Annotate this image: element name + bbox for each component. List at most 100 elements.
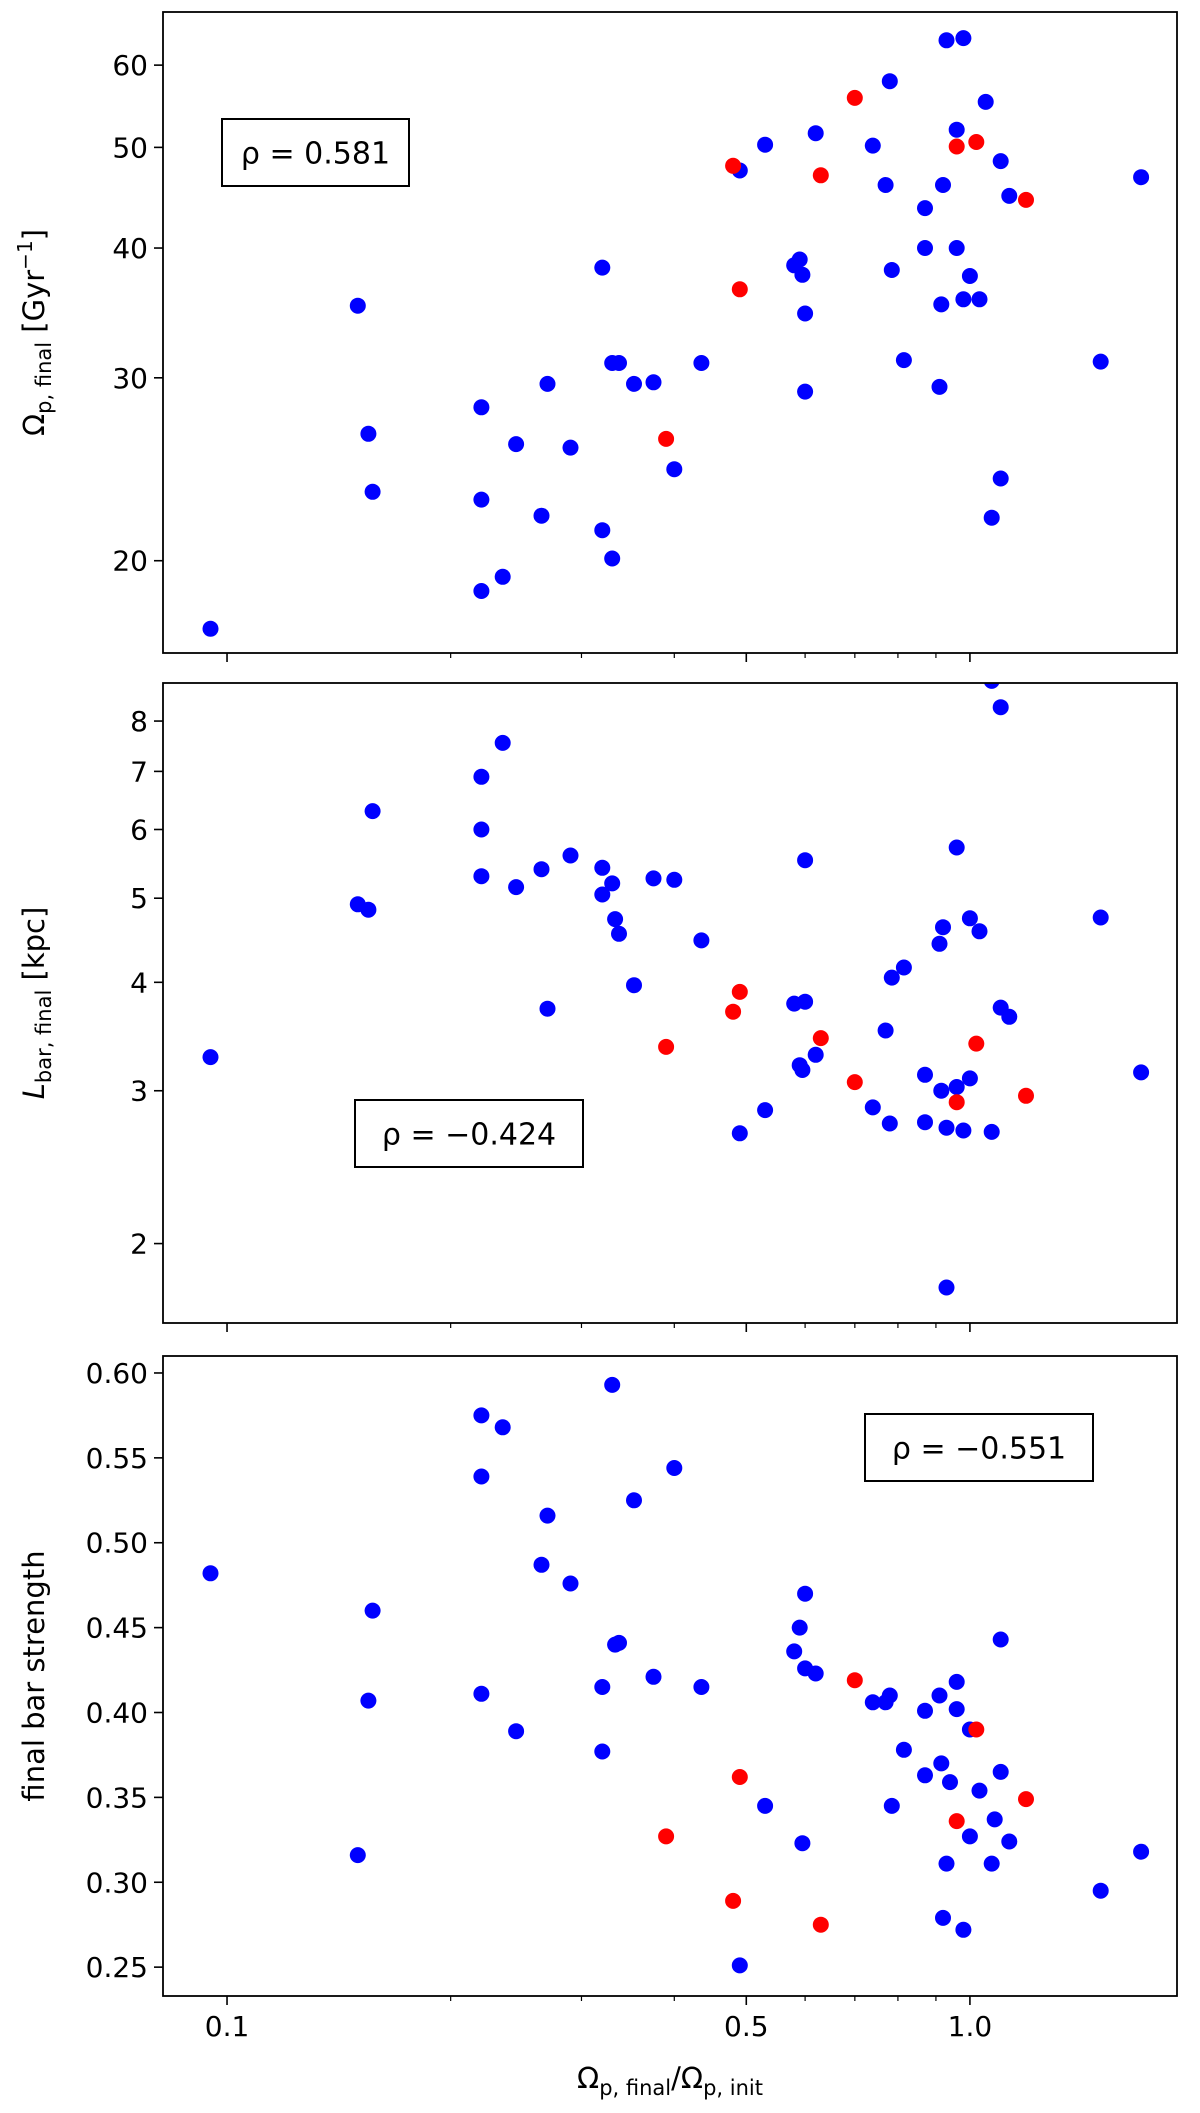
y-axis: 20 30 40 50 60 — [112, 49, 163, 578]
x-axis — [226, 653, 971, 662]
data-point-blue — [864, 1694, 881, 1711]
y-tick-label: 0.55 — [86, 1442, 148, 1475]
data-point-blue — [917, 1702, 933, 1719]
data-point-blue — [539, 1000, 556, 1017]
data-point-blue — [864, 1099, 881, 1116]
data-point-blue — [881, 73, 898, 90]
data-point-blue — [807, 125, 824, 142]
y-tick-label: 2 — [130, 1228, 148, 1261]
data-point-blue — [757, 136, 774, 153]
data-point-blue — [666, 871, 683, 888]
data-point-blue — [1133, 1843, 1150, 1860]
data-point-blue — [757, 1102, 774, 1119]
data-point-red — [846, 1672, 863, 1689]
data-point-blue — [360, 425, 377, 442]
data-point-blue — [562, 1575, 579, 1592]
data-point-blue — [539, 1507, 556, 1524]
data-point-blue — [786, 1643, 803, 1660]
data-point-blue — [731, 1957, 748, 1974]
y-tick-label: 4 — [130, 966, 148, 999]
data-point-red — [948, 1813, 965, 1830]
axes-frame — [162, 11, 1178, 654]
data-point-blue — [961, 1070, 978, 1087]
data-point-red — [846, 1074, 863, 1091]
data-point-blue — [935, 919, 951, 936]
data-point-blue — [693, 932, 710, 949]
correlation-annotation: ρ = −0.551 — [864, 1413, 1094, 1482]
scatter-points — [202, 30, 1150, 637]
data-point-blue — [917, 1066, 933, 1083]
data-point-red — [725, 157, 742, 174]
data-point-blue — [955, 1921, 972, 1938]
annotation-box — [864, 1413, 1094, 1482]
data-point-blue — [539, 375, 556, 392]
annotation-text: ρ = −0.551 — [892, 1432, 1066, 1467]
data-point-red — [968, 134, 985, 150]
x-axis — [226, 1323, 971, 1332]
data-point-red — [658, 1038, 675, 1055]
data-point-blue — [917, 1767, 933, 1784]
y-tick-label: 0.25 — [86, 1951, 148, 1984]
scatter-points — [202, 683, 1150, 1296]
data-point-blue — [473, 399, 490, 416]
data-point-blue — [938, 32, 955, 49]
data-point-blue — [562, 847, 579, 864]
y-tick-label: 20 — [112, 545, 148, 578]
data-point-red — [812, 167, 829, 184]
data-point-blue — [881, 1687, 898, 1704]
data-point-blue — [791, 1619, 808, 1636]
data-point-blue — [666, 461, 683, 478]
data-point-red — [731, 1769, 748, 1785]
data-point-blue — [797, 383, 814, 400]
data-point-red — [1018, 1087, 1034, 1104]
data-point-blue — [360, 1692, 377, 1709]
data-point-red — [1018, 191, 1034, 208]
data-point-blue — [883, 262, 900, 278]
data-point-blue — [645, 870, 662, 887]
data-point-blue — [473, 583, 490, 599]
data-point-blue — [1001, 1008, 1018, 1025]
data-point-blue — [895, 1741, 912, 1758]
data-point-blue — [931, 1687, 948, 1704]
data-point-blue — [983, 1855, 1000, 1872]
data-point-blue — [693, 1679, 710, 1695]
data-point-blue — [955, 291, 972, 308]
data-point-blue — [731, 1125, 748, 1142]
annotation-box — [221, 118, 410, 187]
annotation-text: ρ = −0.424 — [382, 1118, 556, 1153]
data-point-blue — [626, 375, 642, 392]
y-tick-label: 3 — [130, 1075, 148, 1108]
data-point-blue — [807, 1665, 824, 1682]
data-point-blue — [202, 620, 219, 637]
y-tick-label: 5 — [130, 882, 148, 915]
x-tick-label: 1.0 — [948, 2010, 993, 2043]
data-point-blue — [935, 1909, 951, 1926]
data-point-blue — [473, 1685, 490, 1702]
data-point-blue — [883, 1797, 900, 1814]
data-point-blue — [494, 734, 511, 751]
panel-top: 20 30 40 50 60 Ωp, final [Gyr−1] ρ = 0.581 — [13, 11, 1178, 662]
data-point-blue — [473, 1407, 490, 1424]
y-tick-label: 40 — [112, 232, 148, 265]
data-point-blue — [983, 1123, 1000, 1140]
data-point-blue — [942, 1774, 958, 1791]
x-axis: 0.1 0.5 1.0 — [205, 1996, 992, 2043]
data-point-red — [1018, 1791, 1034, 1808]
data-point-blue — [360, 901, 377, 918]
data-point-blue — [611, 1634, 627, 1651]
data-point-blue — [961, 268, 978, 284]
data-point-blue — [611, 355, 627, 371]
data-point-blue — [933, 296, 950, 313]
y-tick-label: 50 — [112, 131, 148, 164]
data-point-blue — [594, 1679, 611, 1695]
scatter-points — [202, 1376, 1150, 1974]
y-axis-label: Lbar, final [kpc] — [17, 907, 56, 1100]
data-point-blue — [881, 1115, 898, 1132]
y-tick-label: 0.30 — [86, 1866, 148, 1899]
data-point-blue — [948, 839, 965, 856]
data-point-blue — [594, 522, 611, 539]
data-point-blue — [948, 1673, 965, 1690]
panel-bottom: 0.25 0.30 0.35 0.40 0.45 0.50 0.55 0.60 0.1 0.5 1.… — [17, 1355, 1178, 2043]
data-point-red — [968, 1035, 985, 1052]
data-point-blue — [349, 297, 366, 314]
